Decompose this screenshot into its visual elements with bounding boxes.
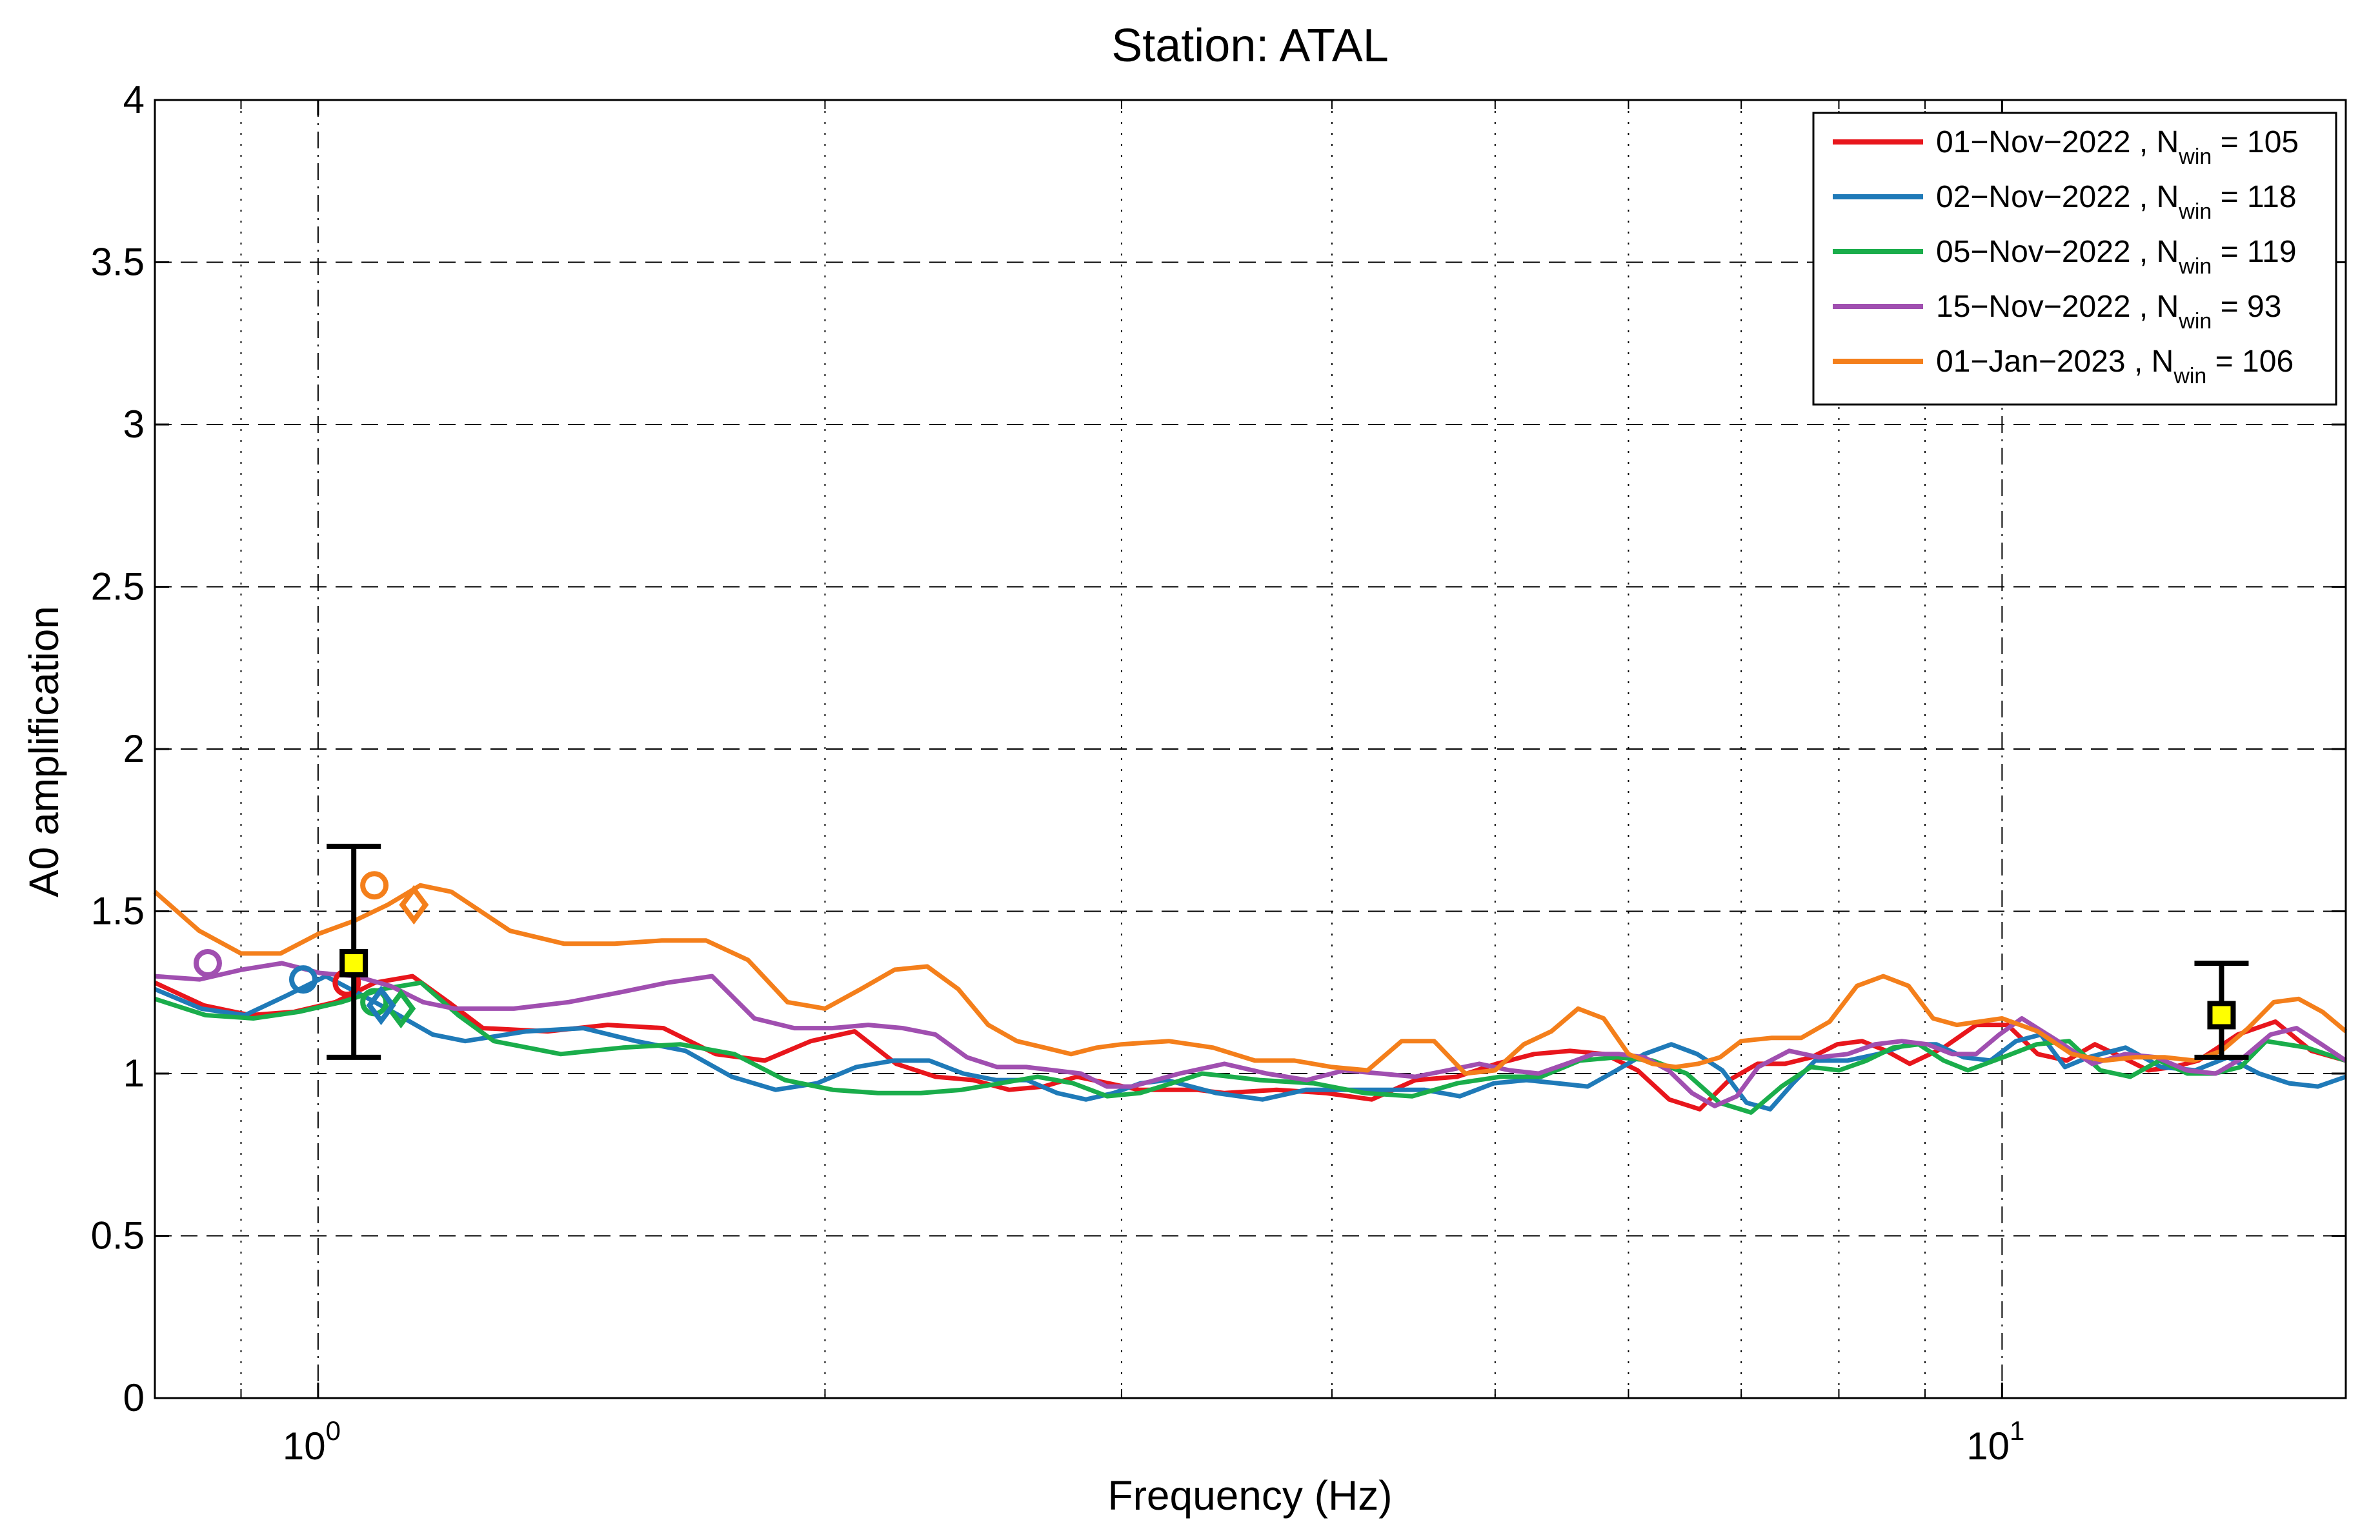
y-tick-label: 2 <box>123 727 145 770</box>
legend-n: N <box>2157 180 2179 214</box>
peak-markers <box>193 871 429 1029</box>
y-axis-ticks: 0 0.5 1 1.5 2 2.5 3 3.5 4 <box>91 78 2346 1419</box>
legend-equals: = <box>2212 125 2247 159</box>
legend-nwin-value: 118 <box>2247 180 2297 214</box>
y-tick-label: 0 <box>123 1376 145 1419</box>
peak-diamond-marker <box>399 885 429 925</box>
x-tick-label: 101 <box>1966 1415 2024 1468</box>
legend-series-name: 15−Nov−2022 , <box>1936 290 2157 324</box>
y-tick-label: 1.5 <box>91 890 145 933</box>
legend-nwin-value: 119 <box>2247 235 2297 269</box>
x-tick-base: 10 <box>1966 1425 2010 1468</box>
legend: 01−Nov−2022 , Nwin = 105 02−Nov−2022 , Nw… <box>1812 112 2337 406</box>
x-axis-ticks: 100 101 <box>283 100 2024 1468</box>
legend-n-subscript: win <box>2178 199 2212 224</box>
legend-nwin-value: 93 <box>2247 290 2281 324</box>
error-bar-center <box>339 948 368 977</box>
legend-nwin-value: 105 <box>2247 125 2299 159</box>
x-tick-label: 100 <box>283 1415 341 1468</box>
legend-series-name: 01−Nov−2022 , <box>1936 125 2157 159</box>
peak-diamond-marker <box>366 985 396 1026</box>
y-tick-label: 0.5 <box>91 1214 145 1257</box>
series-lines <box>153 883 2348 1115</box>
legend-n-subscript: win <box>2173 364 2206 388</box>
legend-equals: = <box>2212 180 2247 214</box>
y-tick-label: 3 <box>123 403 145 446</box>
x-tick-exponent: 0 <box>326 1415 341 1446</box>
x-axis-label: Frequency (Hz) <box>1108 1472 1393 1519</box>
y-tick-label: 1 <box>123 1052 145 1095</box>
legend-label-0: 01−Nov−2022 , Nwin = 105 <box>1936 125 2299 169</box>
legend-nwin-value: 106 <box>2242 345 2294 379</box>
error-bars <box>327 843 2249 1060</box>
y-tick-label: 4 <box>123 78 145 121</box>
legend-series-name: 01−Jan−2023 , <box>1936 345 2152 379</box>
y-tick-label: 2.5 <box>91 565 145 608</box>
legend-label-1: 02−Nov−2022 , Nwin = 118 <box>1936 180 2297 224</box>
peak-circle-marker <box>360 871 389 900</box>
series-line-4 <box>153 883 2348 1076</box>
legend-equals: = <box>2206 345 2242 379</box>
legend-n: N <box>2157 290 2179 324</box>
y-tick-label: 3.5 <box>91 241 145 284</box>
series-line-2 <box>154 980 2347 1115</box>
legend-equals: = <box>2212 290 2247 324</box>
legend-series-name: 05−Nov−2022 , <box>1936 235 2157 269</box>
legend-n: N <box>2157 235 2179 269</box>
legend-label-2: 05−Nov−2022 , Nwin = 119 <box>1936 235 2297 279</box>
peak-circle-marker <box>193 948 222 977</box>
x-tick-base: 10 <box>283 1425 326 1468</box>
chart-title: Station: ATAL <box>1111 20 1389 72</box>
error-bar-center <box>2207 1001 2236 1030</box>
legend-series-name: 02−Nov−2022 , <box>1936 180 2157 214</box>
series-line-0 <box>154 974 2346 1112</box>
series-line-1 <box>154 974 2347 1112</box>
legend-label-3: 15−Nov−2022 , Nwin = 93 <box>1936 290 2281 334</box>
peak-circle-marker <box>288 965 318 994</box>
legend-n-subscript: win <box>2178 145 2212 169</box>
legend-n-subscript: win <box>2178 309 2212 334</box>
legend-n: N <box>2152 345 2174 379</box>
y-axis-label: A0 amplification <box>21 606 67 897</box>
series-line-3 <box>154 961 2347 1108</box>
legend-n-subscript: win <box>2178 254 2212 279</box>
legend-n: N <box>2157 125 2179 159</box>
legend-box <box>1812 112 2337 406</box>
x-tick-exponent: 1 <box>2010 1415 2024 1446</box>
legend-equals: = <box>2212 235 2247 269</box>
legend-label-4: 01−Jan−2023 , Nwin = 106 <box>1936 345 2294 388</box>
